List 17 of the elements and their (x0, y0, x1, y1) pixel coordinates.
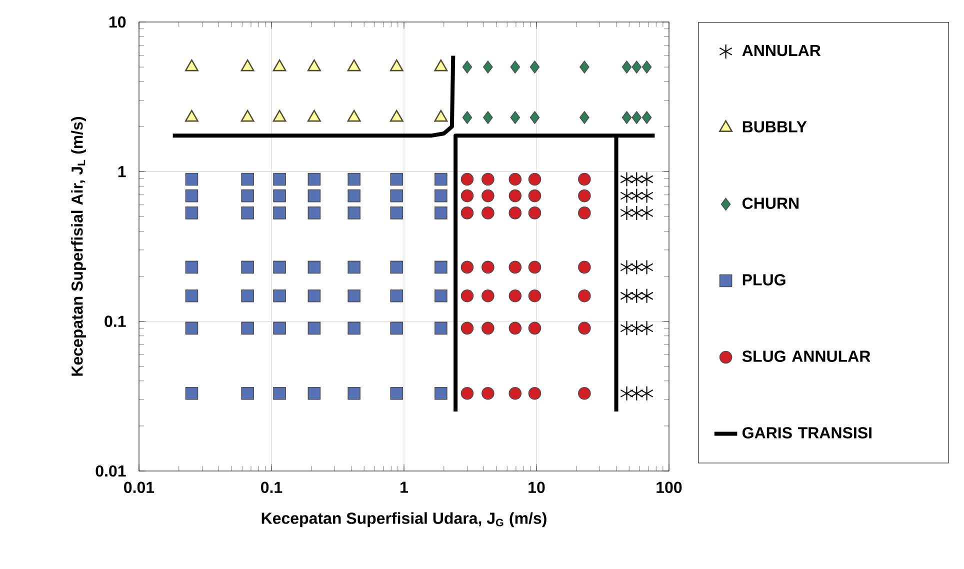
x-tick-label: 100 (656, 482, 682, 494)
y-tick-label: 1 (118, 166, 126, 178)
legend-label: SLUG ANNULAR (742, 350, 870, 362)
legend-label: GARIS TRANSISI (742, 427, 872, 438)
legend-label: ANNULAR (742, 44, 821, 56)
y-axis-title: Kecepatan Superfisial Air, J$_{L}$ (m/s) (71, 117, 86, 376)
x-axis-title: Kecepatan Superfisial Udara, J$_{G}$ (m/s) (262, 512, 546, 528)
x-tick-label: 10 (528, 482, 545, 494)
y-tick-label: 0.1 (104, 316, 126, 327)
y-tick-label: 0.01 (96, 465, 126, 477)
y-tick-label: 10 (109, 16, 126, 28)
legend-label: BUBBLY (742, 121, 807, 132)
legend-label: PLUG (742, 274, 786, 286)
x-tick-label: 0.01 (124, 482, 154, 494)
x-tick-label: 0.1 (261, 482, 282, 494)
legend-label: CHURN (742, 198, 799, 209)
x-tick-label: 1 (400, 482, 408, 493)
